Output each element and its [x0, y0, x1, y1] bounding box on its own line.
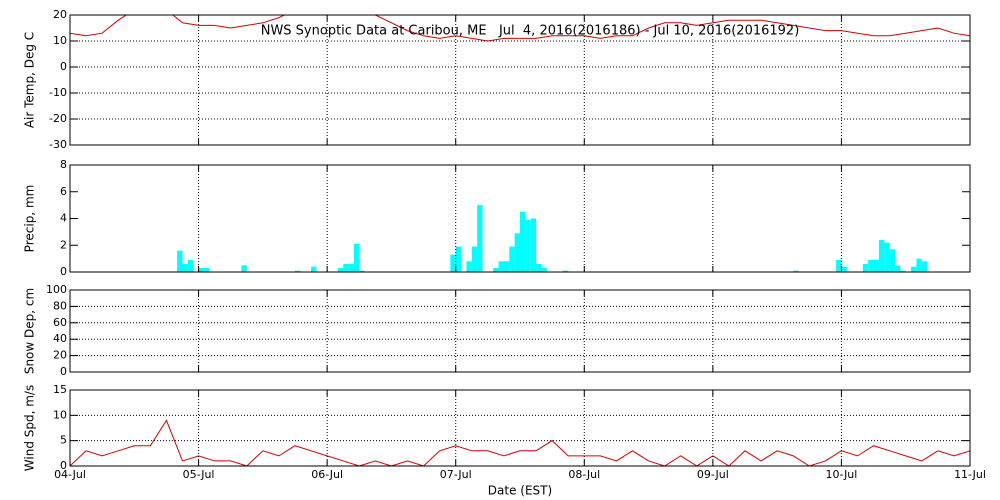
precip-bar	[536, 263, 542, 272]
precip-bar	[450, 254, 456, 272]
precip-bar	[921, 261, 928, 272]
y-tick-label: 100	[46, 283, 67, 296]
y-tick-label: 40	[53, 332, 67, 345]
y-tick-label: 20	[53, 8, 67, 21]
precip-bar	[337, 267, 344, 272]
y-tick-label: 0	[60, 365, 67, 378]
y-tick-label: 0	[60, 265, 67, 278]
precip-bar	[530, 218, 537, 272]
precip-bar	[471, 246, 478, 272]
x-tick-label: 07-Jul	[440, 468, 472, 481]
precip-bar	[343, 263, 349, 272]
y-tick-label: 20	[53, 349, 67, 362]
precip-bar	[916, 258, 922, 272]
precip-bar	[514, 233, 520, 272]
precip-bar	[911, 266, 917, 272]
precip-bar	[520, 211, 526, 272]
x-tick-label: 05-Jul	[183, 468, 215, 481]
precip-bar	[198, 267, 204, 272]
x-tick-label: 04-Jul	[54, 468, 86, 481]
precip-bar	[493, 267, 499, 272]
x-tick-label: 09-Jul	[697, 468, 729, 481]
y-tick-label: 15	[53, 383, 67, 396]
precip-bar	[311, 266, 317, 272]
precip-bar	[868, 259, 874, 272]
y-tick-label: -20	[49, 112, 67, 125]
plot-frame	[69, 289, 971, 373]
precip-bar	[455, 246, 462, 272]
plot-area	[70, 419, 970, 466]
y-tick-label: -30	[49, 138, 67, 151]
y-tick-label: 0	[60, 459, 67, 472]
precip-bar	[241, 265, 247, 272]
precip-bar	[895, 265, 901, 272]
precip-bar	[353, 243, 360, 272]
precip-bar	[348, 263, 354, 272]
precip-bar	[841, 266, 847, 272]
y-tick-label: 4	[60, 212, 67, 225]
y-tick-label: -10	[49, 86, 67, 99]
precip-bar	[187, 259, 194, 272]
y-tick-label: 8	[60, 158, 67, 171]
y-tick-label: 0	[60, 60, 67, 73]
precip-bar	[889, 249, 895, 272]
plot-area	[70, 15, 970, 42]
x-tick-label: 10-Jul	[825, 468, 857, 481]
x-tick-label: 11-Jul	[954, 468, 986, 481]
precip-bar	[466, 261, 472, 272]
plot-area	[177, 205, 928, 272]
precip-bar	[295, 270, 301, 272]
precip-bar	[541, 267, 547, 272]
precip-bar	[884, 242, 890, 272]
precip-bar	[878, 239, 885, 272]
y-tick-label: 80	[53, 299, 67, 312]
precip-bar	[509, 246, 515, 272]
precip-bar	[182, 263, 188, 272]
plot-frame	[69, 389, 971, 467]
y-axis-label: Air Temp, Deg C	[23, 32, 37, 128]
y-tick-label: 10	[53, 34, 67, 47]
x-axis-label: Date (EST)	[488, 484, 552, 498]
data-line	[70, 15, 970, 42]
y-tick-label: 10	[53, 408, 67, 421]
precip-bar	[503, 261, 510, 272]
data-line	[70, 419, 970, 466]
precip-bar	[862, 263, 869, 272]
precip-bar	[177, 250, 183, 272]
precip-bar	[836, 259, 842, 272]
y-axis-label: Wind Spd, m/s	[23, 385, 37, 471]
precip-bar	[900, 270, 906, 272]
chart-title: NWS Synoptic Data at Caribou, ME Jul 4, …	[261, 24, 800, 39]
precip-bar	[562, 270, 569, 272]
precip-bar	[793, 270, 799, 272]
precip-bar	[498, 261, 504, 272]
y-tick-label: 6	[60, 185, 67, 198]
y-tick-label: 2	[60, 238, 67, 251]
plot-frame	[69, 164, 971, 273]
y-axis-label: Precip, mm	[23, 185, 37, 253]
x-tick-label: 08-Jul	[568, 468, 600, 481]
precip-bar	[525, 219, 531, 272]
plot-frame	[69, 14, 971, 146]
precip-bar	[873, 259, 879, 272]
y-tick-label: 60	[53, 316, 67, 329]
precip-bar	[203, 267, 210, 272]
y-tick-label: 5	[60, 434, 67, 447]
y-axis-label: Snow Dep, cm	[23, 288, 37, 374]
precip-bar	[359, 270, 365, 272]
precip-bar	[477, 205, 483, 272]
x-tick-label: 06-Jul	[311, 468, 343, 481]
